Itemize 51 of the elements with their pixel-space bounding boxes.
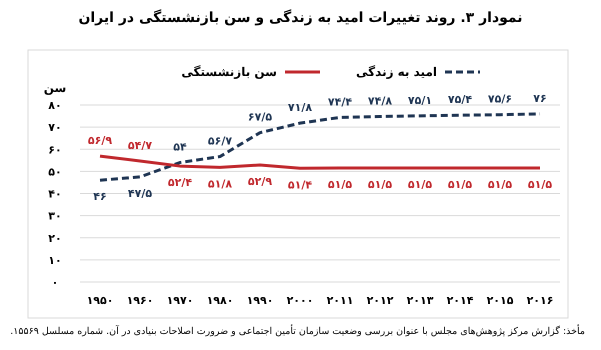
x-tick-label: ۱۹۶۰ [126, 294, 154, 307]
x-tick-label: ۲۰۰۰ [286, 294, 314, 307]
x-tick-label: ۲۰۱۱ [326, 294, 354, 307]
y-tick-label: ۴۰ [48, 188, 62, 200]
data-label: ۷۵/۶ [488, 92, 512, 106]
data-label: ۵۲/۹ [248, 174, 272, 188]
data-label: ۵۲/۴ [168, 176, 192, 190]
data-label: ۴۷/۵ [128, 186, 152, 200]
x-tick-label: ۲۰۱۴ [446, 294, 474, 307]
y-tick-label: ۸۰ [48, 99, 62, 112]
data-label: ۷۶ [533, 92, 547, 105]
data-label: ۵۶/۷ [208, 134, 232, 148]
y-tick-label: ۰ [52, 276, 58, 289]
x-tick-label: ۲۰۱۵ [486, 294, 514, 307]
data-label: ۶۷/۵ [248, 110, 272, 124]
y-tick-label: ۲۰ [48, 232, 62, 245]
data-label: ۵۱/۵ [488, 178, 512, 192]
data-label: ۵۱/۵ [328, 178, 352, 192]
x-tick-label: ۲۰۱۲ [366, 294, 394, 307]
y-tick-label: ۳۰ [48, 210, 62, 223]
x-tick-label: ۱۹۷۰ [166, 294, 194, 307]
x-tick-label: ۱۹۹۰ [246, 294, 274, 307]
y-tick-label: ۵۰ [48, 165, 62, 178]
data-label: ۷۱/۸ [288, 101, 312, 114]
data-label: ۵۱/۵ [528, 178, 552, 192]
data-label: ۵۱/۴ [288, 178, 312, 192]
data-label: ۵۱/۵ [448, 178, 472, 192]
text: مأخذ: گزارش مرکز پژوهش‌های مجلس با عنوان بررسی وضعیت سازمان تأمین اجتماعی و ضرورت اصلاحات بنیادی در آن. شماره مسلسل ۱۵۵۶۹. [10, 324, 585, 337]
x-tick-label: ۱۹۵۰ [86, 294, 114, 307]
data-label: ۷۵/۴ [448, 93, 472, 106]
legend-label: امید به زندگی [356, 65, 437, 79]
data-label: ۵۴/۷ [128, 138, 152, 152]
x-tick-label: ۲۰۱۳ [406, 294, 434, 307]
data-label: ۵۱/۵ [368, 178, 392, 192]
data-label: ۵۶/۹ [88, 134, 112, 148]
line-series [98, 154, 542, 170]
data-label: ۴۶ [93, 190, 107, 204]
x-tick-label: ۲۰۱۶ [526, 294, 554, 307]
chart-title: نمودار ۳. روند تغییرات امید به زندگی و سن بازنشستگی در ایران [78, 9, 523, 26]
y-tick-label: ۱۰ [48, 254, 62, 267]
data-label: ۷۴/۸ [368, 94, 392, 108]
y-tick-label: ۶۰ [48, 143, 62, 156]
data-label: ۷۵/۱ [408, 94, 432, 107]
x-tick-label: ۱۹۸۰ [206, 294, 234, 307]
y-tick-label: ۷۰ [48, 121, 62, 134]
data-label: ۵۱/۸ [208, 177, 232, 190]
data-label: ۷۴/۴ [328, 95, 352, 108]
data-label: ۵۴ [173, 140, 187, 154]
legend-label: سن بازنشستگی [181, 65, 277, 79]
data-label: ۵۱/۵ [408, 178, 432, 192]
y-axis-title: سن [44, 81, 66, 95]
